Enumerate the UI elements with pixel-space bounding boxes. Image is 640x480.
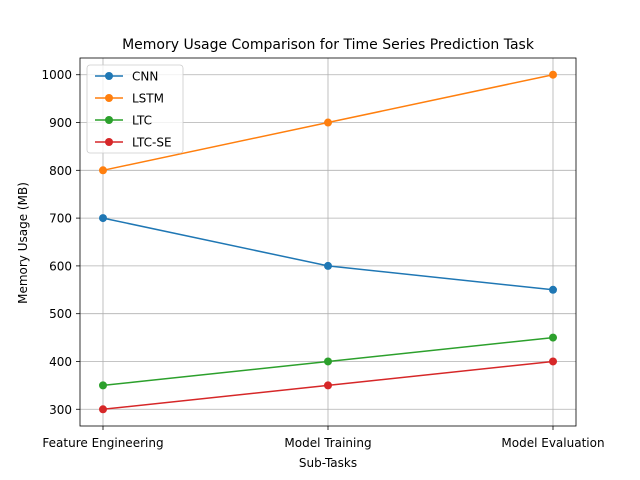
data-point-lstm [549, 70, 557, 79]
data-point-lstm [324, 118, 332, 127]
x-tick-label: Model Evaluation [501, 436, 604, 450]
y-tick-label: 800 [49, 164, 72, 178]
y-axis-label: Memory Usage (MB) [16, 182, 30, 304]
data-point-lstm [99, 166, 107, 175]
series-group [99, 70, 557, 414]
x-axis-label: Sub-Tasks [299, 456, 357, 470]
data-point-ltc-se [549, 357, 557, 366]
legend-box [86, 64, 184, 154]
y-tick-label: 300 [49, 403, 72, 417]
legend-label-cnn: CNN [132, 70, 158, 84]
x-tick-label: Model Training [284, 436, 371, 450]
legend-label-ltc: LTC [132, 114, 152, 128]
y-tick-label: 500 [49, 307, 72, 321]
y-tick-label: 600 [49, 259, 72, 273]
data-point-ltc [324, 357, 332, 366]
legend-label-lstm: LSTM [132, 92, 164, 106]
legend-marker-lstm [105, 94, 113, 102]
data-point-ltc-se [99, 405, 107, 414]
y-tick-label: 700 [49, 212, 72, 226]
data-point-cnn [549, 285, 557, 294]
legend-marker-ltc [105, 116, 113, 124]
legend-marker-ltc-se [105, 138, 113, 146]
legend: CNN LSTM LTC LTC-SE [86, 64, 184, 154]
data-point-cnn [99, 214, 107, 223]
data-point-cnn [324, 261, 332, 270]
data-point-ltc [549, 333, 557, 342]
y-tick-label: 400 [49, 355, 72, 369]
legend-marker-cnn [105, 72, 113, 80]
y-tick-label: 900 [49, 116, 72, 130]
data-point-ltc-se [324, 381, 332, 390]
data-point-ltc [99, 381, 107, 390]
y-tick-label: 1000 [41, 68, 72, 82]
chart-title: Memory Usage Comparison for Time Series … [122, 37, 535, 53]
x-tick-label: Feature Engineering [42, 436, 163, 450]
axis-ticks: Feature Engineering Model Training Model E… [41, 68, 604, 450]
legend-label-ltc-se: LTC-SE [132, 136, 172, 150]
